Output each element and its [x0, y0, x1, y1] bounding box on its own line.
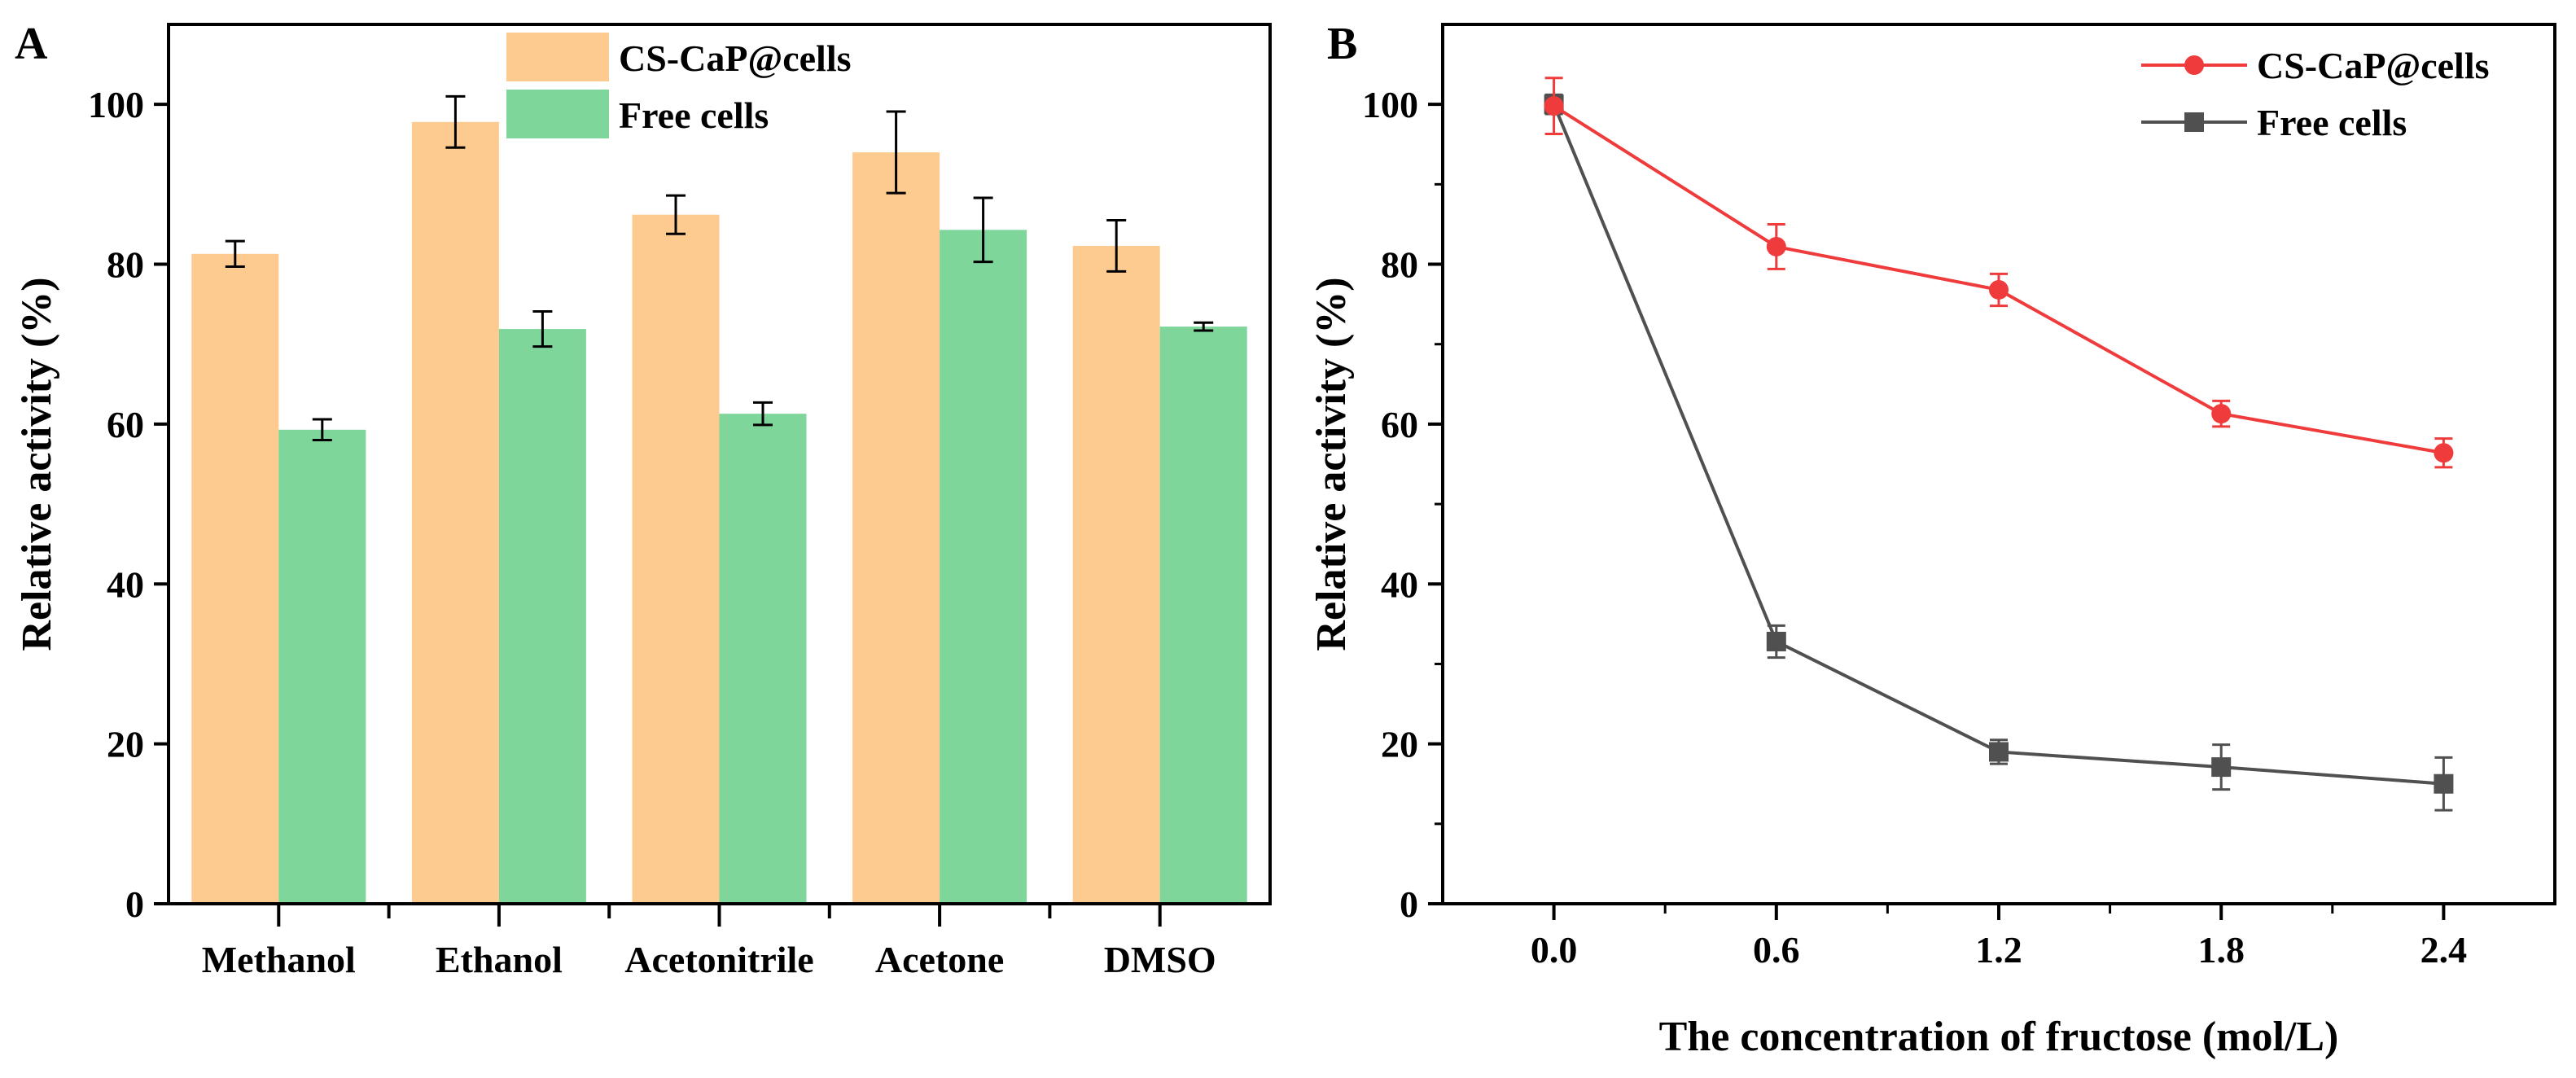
bar-cs-cap-cells-methanol — [191, 253, 279, 904]
bar-free-cells-dmso — [1159, 326, 1247, 904]
bar-free-cells-acetonitrile — [719, 414, 807, 904]
point-cs-cap-cells-1-8 — [2211, 404, 2232, 424]
panel-b-y-ticks: 0 20 40 60 80 100 — [1362, 84, 1443, 925]
panel-a-y-tick-label-80: 80 — [107, 244, 144, 286]
panel-b-x-tick-label-2-4: 2.4 — [2420, 929, 2468, 971]
error-bar-cs-cap-cells-ethanol — [445, 94, 466, 149]
panel-b-x-tick-label-0-6: 0.6 — [1753, 929, 1800, 971]
error-bar-cs-cap-cells-acetone — [886, 110, 906, 195]
legend-swatch-cs-cap-cells — [506, 33, 609, 81]
legend-label-b-cs-cap-cells: CS-CaP@cells — [2257, 45, 2490, 86]
panel-a-x-tick-label-dmso: DMSO — [1104, 939, 1216, 980]
bar-free-cells-methanol — [278, 429, 366, 904]
point-cs-cap-cells-0-6 — [1766, 236, 1786, 256]
error-bar-free-cells-acetone — [973, 196, 993, 264]
panel-b-y-tick-label-80: 80 — [1381, 244, 1418, 286]
bar-cs-cap-cells-acetonitrile — [632, 214, 720, 904]
panel-a-y-ticks: 0 20 40 60 80 100 — [88, 84, 169, 925]
panel-a-plot — [191, 94, 1247, 905]
error-bar-free-cells-acetonitrile — [753, 401, 773, 427]
legend-label-cs-cap-cells: CS-CaP@cells — [619, 37, 852, 79]
panel-b-frame — [1441, 23, 2556, 905]
error-bar-free-cells-ethanol — [532, 309, 553, 348]
bar-free-cells-acetone — [940, 230, 1027, 904]
point-free-cells-2-4 — [2434, 773, 2454, 794]
panel-b-x-ticks: 0.0 0.6 1.2 1.8 2.4 — [1531, 904, 2467, 971]
panel-a-x-tick-label-acetone: Acetone — [875, 939, 1004, 980]
panel-b-plot — [1544, 77, 2454, 812]
legend-swatch-free-cells — [506, 90, 609, 138]
legend-label-b-free-cells: Free cells — [2257, 102, 2407, 143]
panel-b: B 0 20 40 60 80 100 0.0 0.6 1.2 1.8 2.4 Relative … — [1308, 19, 2556, 1060]
bar-cs-cap-cells-ethanol — [411, 121, 499, 905]
bar-cs-cap-cells-dmso — [1072, 245, 1160, 904]
point-free-cells-0-6 — [1766, 631, 1786, 651]
panel-b-y-axis-title: Relative activity (%) — [1308, 277, 1355, 651]
panel-b-y-tick-label-20: 20 — [1381, 724, 1418, 765]
legend-marker-cs-cap-cells — [2184, 55, 2204, 75]
legend-label-free-cells: Free cells — [619, 94, 769, 136]
bar-free-cells-ethanol — [498, 329, 586, 904]
error-bar-cs-cap-cells-methanol — [225, 239, 245, 268]
panel-a-y-tick-label-40: 40 — [107, 563, 144, 605]
point-cs-cap-cells-1-2 — [1989, 279, 2009, 300]
panel-b-y-tick-label-60: 60 — [1381, 404, 1418, 445]
panel-b-y-tick-label-40: 40 — [1381, 563, 1418, 605]
panel-a-label: A — [15, 19, 48, 69]
panel-a-y-tick-label-0: 0 — [125, 883, 144, 925]
panel-a-y-tick-label-100: 100 — [88, 84, 144, 125]
panel-a-x-tick-label-methanol: Methanol — [202, 939, 356, 980]
panel-a-y-tick-label-20: 20 — [107, 724, 144, 765]
panel-b-x-tick-label-1-2: 1.2 — [1975, 929, 2022, 971]
bar-cs-cap-cells-acetone — [852, 152, 940, 904]
panel-b-x-tick-label-0-0: 0.0 — [1531, 929, 1578, 971]
error-bar-free-cells-dmso — [1194, 321, 1214, 332]
error-bar-cs-cap-cells-acetonitrile — [666, 194, 686, 235]
panel-a-y-tick-label-60: 60 — [107, 404, 144, 445]
panel-b-label: B — [1327, 19, 1357, 69]
panel-a-x-ticks: Methanol Ethanol Acetonitrile Acetone DMSO — [202, 904, 1216, 980]
panel-b-legend: CS-CaP@cells Free cells — [2141, 45, 2490, 143]
error-bar-free-cells-methanol — [312, 418, 332, 442]
point-free-cells-1-2 — [1989, 742, 2009, 762]
panel-b-y-tick-label-100: 100 — [1362, 84, 1418, 125]
panel-b-x-axis-title: The concentration of fructose (mol/L) — [1659, 1014, 2339, 1060]
line-free-cells — [1552, 103, 2444, 786]
panel-a-y-axis-title: Relative activity (%) — [14, 277, 60, 651]
panel-a: A 0 20 40 60 80 100 Methanol Ethanol Acetonitri… — [14, 19, 1272, 980]
point-cs-cap-cells-2-4 — [2434, 443, 2454, 463]
panel-b-y-tick-label-0: 0 — [1400, 883, 1418, 925]
panel-a-x-tick-label-acetonitrile: Acetonitrile — [624, 939, 813, 980]
error-bar-cs-cap-cells-dmso — [1106, 219, 1127, 273]
panel-a-x-tick-label-ethanol: Ethanol — [436, 939, 563, 980]
point-free-cells-1-8 — [2211, 757, 2232, 778]
point-cs-cap-cells-0-0 — [1544, 96, 1564, 116]
legend-marker-free-cells — [2184, 112, 2204, 132]
panel-a-legend: CS-CaP@cells Free cells — [506, 33, 852, 138]
panel-b-x-tick-label-1-8: 1.8 — [2197, 929, 2245, 971]
